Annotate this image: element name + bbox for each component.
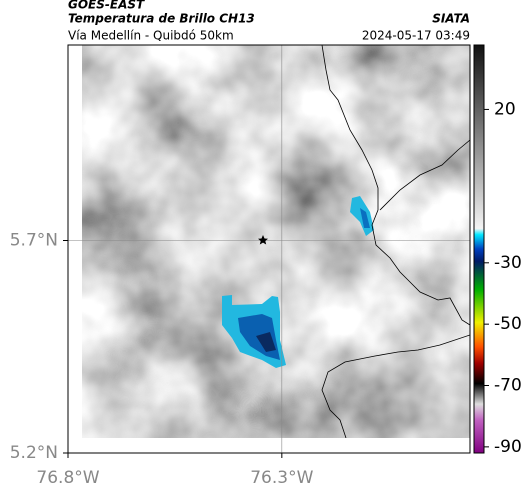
colorbar-tick-label: 20: [494, 99, 516, 119]
colorbar-tick-label: -30: [494, 253, 522, 273]
border-line: [379, 139, 470, 211]
plot-frame: [67, 44, 471, 454]
title: Temperatura de Brillo CH13: [68, 12, 255, 26]
colorbar-tick-label: -90: [494, 437, 522, 457]
timestamp: 2024-05-17 03:49: [362, 29, 470, 43]
y-tick-label: 5.7°N: [10, 231, 58, 251]
colorbar-tick-label: -50: [494, 314, 522, 334]
cold-cloud-core: [256, 332, 276, 352]
colorbar-tick-label: -70: [494, 376, 522, 396]
city-marker: [258, 235, 268, 245]
x-tick-label: 76.8°W: [36, 468, 99, 488]
y-tick-label: 5.2°N: [10, 443, 58, 463]
border-line: [321, 45, 470, 326]
cloud-field: [82, 45, 470, 438]
subtitle: Vía Medellín - Quibdó 50km: [68, 29, 234, 43]
colorbar: [473, 44, 485, 454]
cold-cloud-core: [360, 208, 370, 228]
x-tick-label: 76.3°W: [250, 468, 313, 488]
satellite-image: [82, 45, 470, 438]
border-line: [321, 334, 470, 438]
credit: SIATA: [432, 12, 470, 26]
source: GOES-EAST: [68, 0, 145, 12]
